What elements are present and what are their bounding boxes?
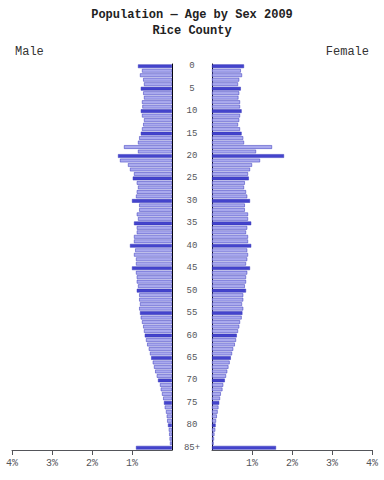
- svg-text:3%: 3%: [46, 458, 58, 469]
- svg-text:30: 30: [187, 196, 198, 206]
- svg-text:5: 5: [189, 84, 194, 94]
- svg-text:85+: 85+: [184, 443, 200, 453]
- svg-text:1%: 1%: [246, 458, 258, 469]
- svg-text:0: 0: [189, 61, 194, 71]
- svg-text:2%: 2%: [286, 458, 298, 469]
- svg-text:15: 15: [187, 129, 198, 139]
- svg-text:Population — Age by Sex 2009: Population — Age by Sex 2009: [91, 8, 293, 22]
- svg-text:65: 65: [187, 353, 198, 363]
- svg-text:45: 45: [187, 263, 198, 273]
- svg-text:75: 75: [187, 398, 198, 408]
- svg-text:Male: Male: [15, 45, 44, 59]
- svg-text:20: 20: [187, 151, 198, 161]
- svg-text:2%: 2%: [86, 458, 98, 469]
- svg-text:60: 60: [187, 331, 198, 341]
- svg-text:80: 80: [187, 420, 198, 430]
- svg-text:4%: 4%: [6, 458, 18, 469]
- svg-text:10: 10: [187, 106, 198, 116]
- svg-text:3%: 3%: [326, 458, 338, 469]
- svg-text:50: 50: [187, 286, 198, 296]
- svg-text:1%: 1%: [126, 458, 138, 469]
- svg-text:35: 35: [187, 218, 198, 228]
- svg-text:55: 55: [187, 308, 198, 318]
- svg-text:4%: 4%: [366, 458, 378, 469]
- svg-text:70: 70: [187, 375, 198, 385]
- svg-text:40: 40: [187, 241, 198, 251]
- svg-text:25: 25: [187, 173, 198, 183]
- svg-text:Rice County: Rice County: [152, 24, 231, 38]
- svg-text:Female: Female: [326, 45, 369, 59]
